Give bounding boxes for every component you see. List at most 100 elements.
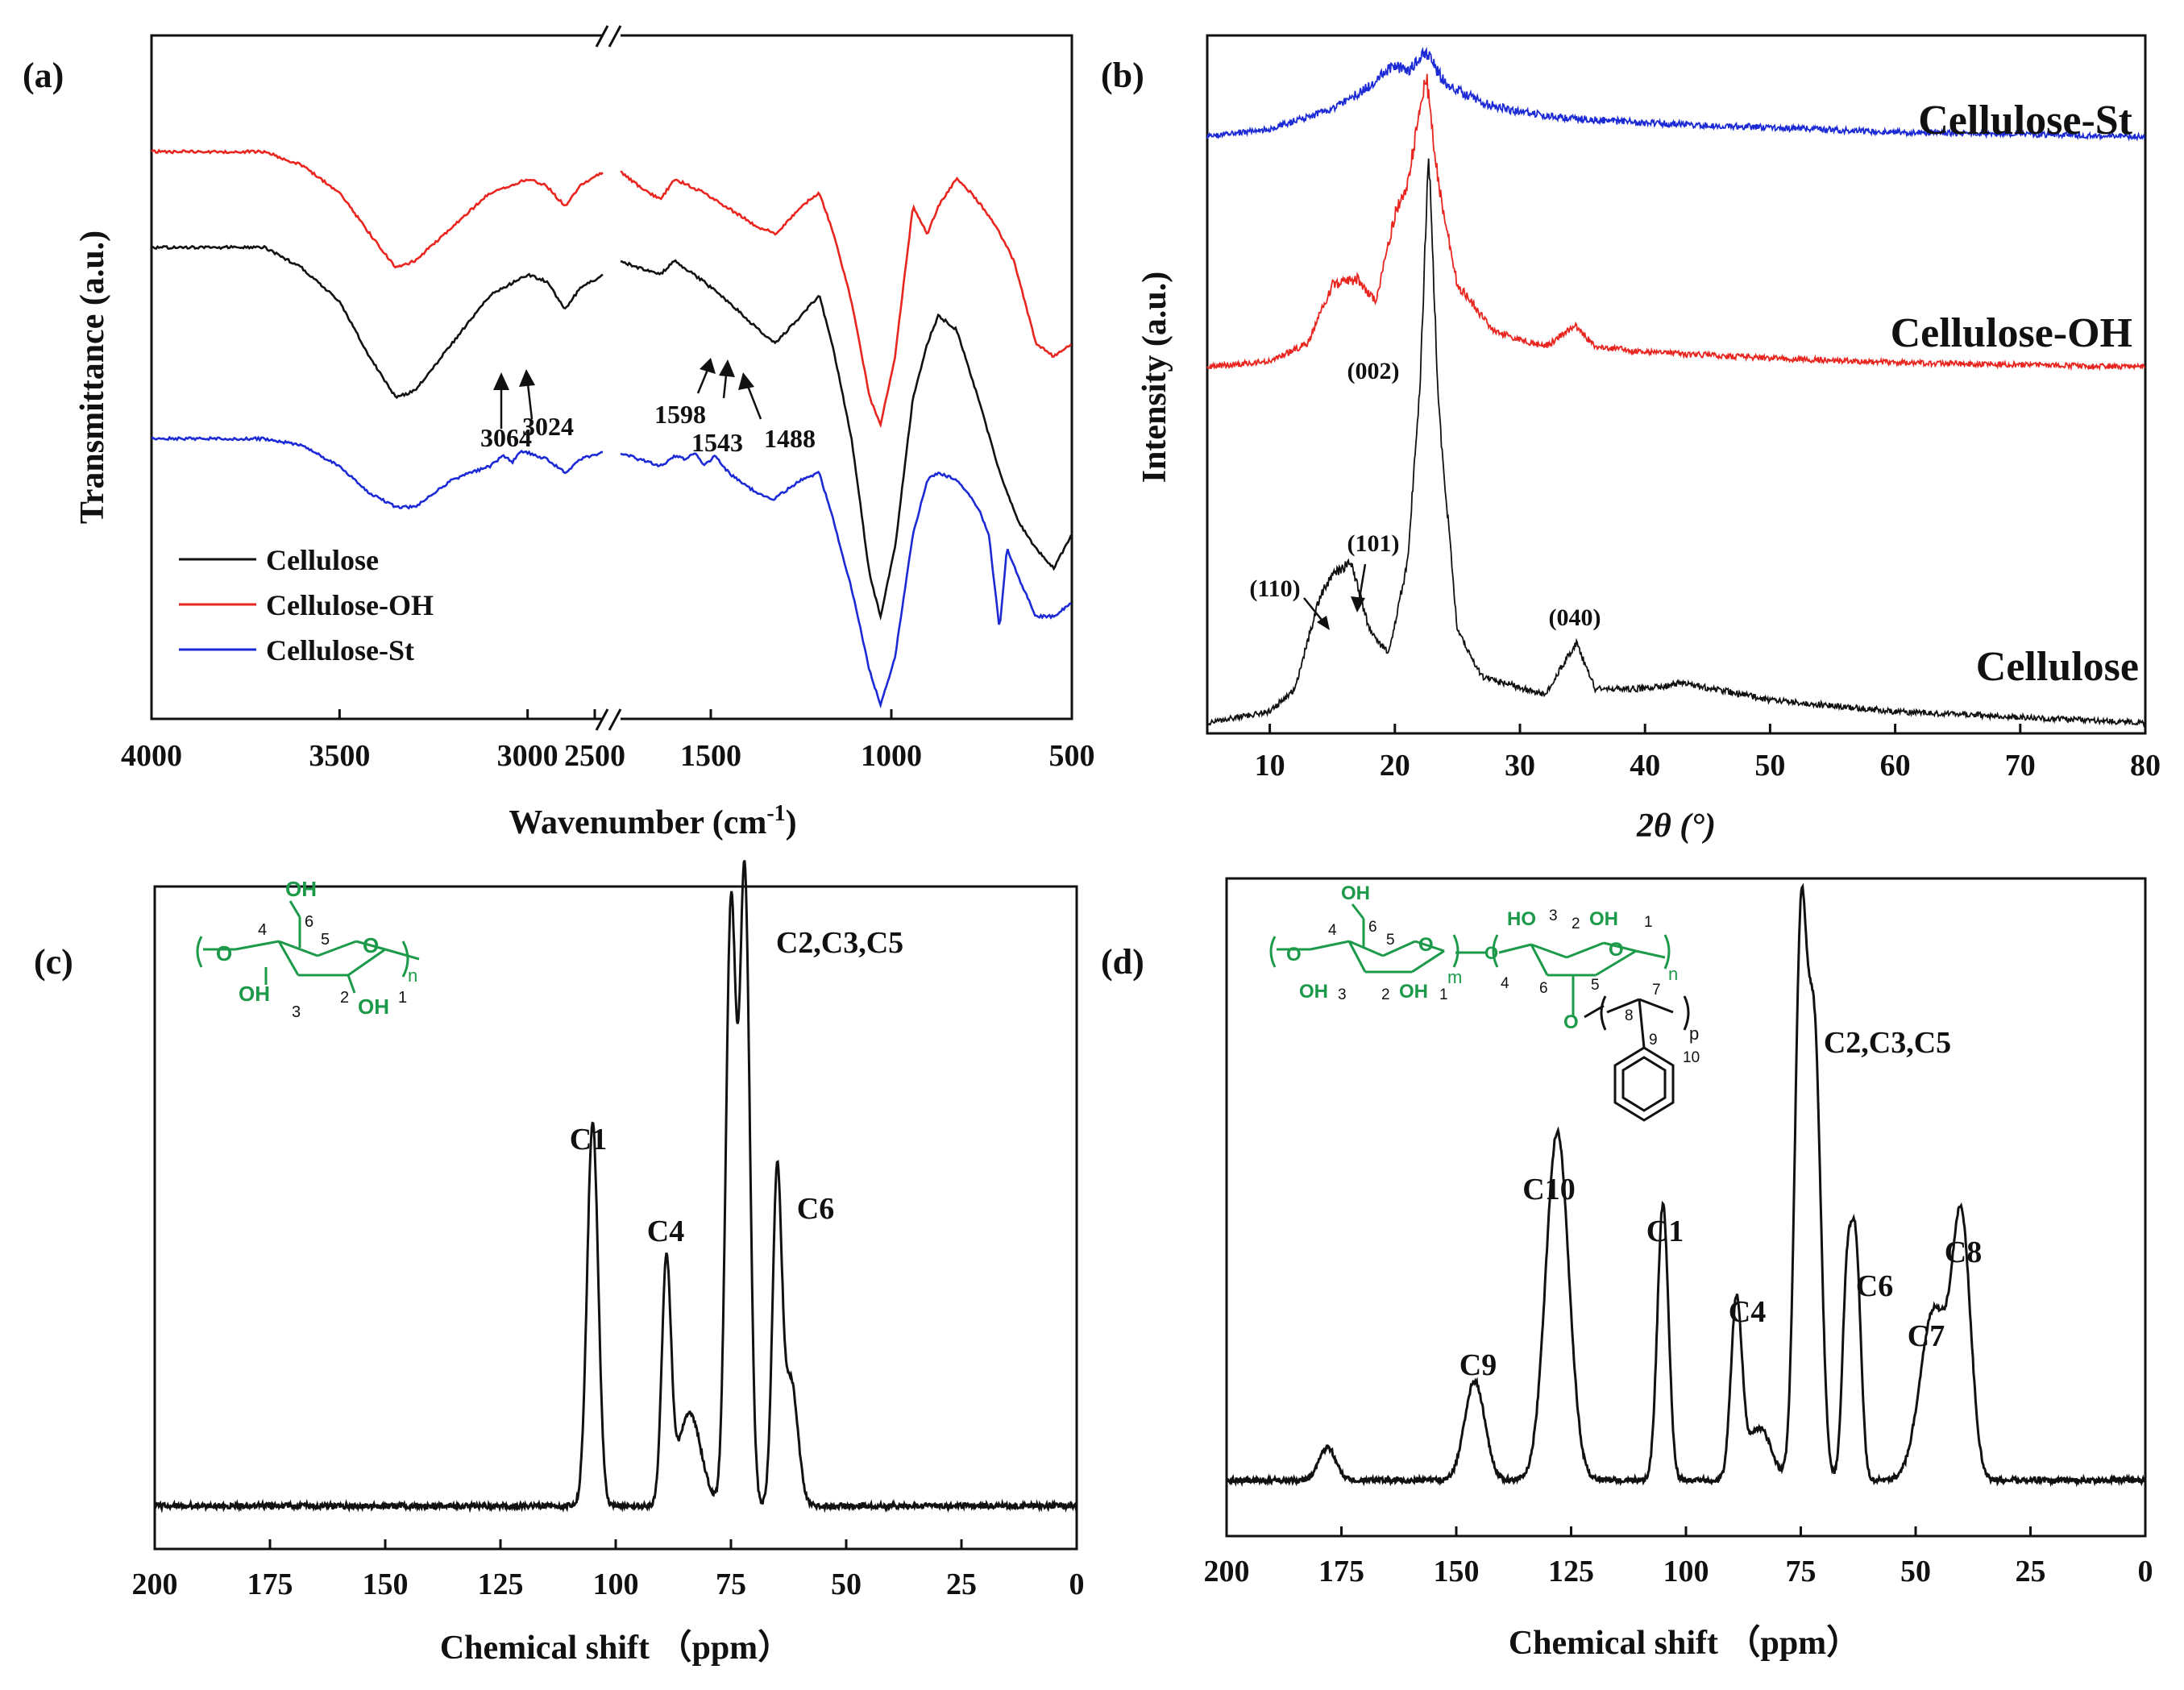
- peak-label-c10: C10: [1522, 1173, 1575, 1206]
- x-tick-label-b: 60: [1880, 749, 1911, 783]
- structure-d-o4: O: [1609, 939, 1624, 961]
- structure-oh-2: OH: [358, 994, 389, 1019]
- structure-d-num-3b: 3: [1549, 907, 1558, 924]
- structure-d-m: m: [1447, 967, 1462, 987]
- panel-label-c: (c): [34, 942, 73, 982]
- x-ticks-d: 200 175 150 125 100 75 50 25 0: [1204, 1526, 2153, 1588]
- spectra-a: [151, 148, 1073, 709]
- x-tick-label: 175: [1318, 1555, 1364, 1588]
- ftir-line-cellulose-oh-seg2: [620, 170, 1073, 429]
- structure-d-oh-2b: OH: [1589, 908, 1618, 930]
- annotation-101: (101): [1347, 530, 1400, 557]
- panel-d: (d) 200 175 150 125 100 75 50 25 0 Chemical shif…: [1101, 877, 2153, 1662]
- x-tick-label-b: 50: [1754, 749, 1785, 783]
- structure-d-oh-6: OH: [1341, 882, 1370, 904]
- peak-labels-d: C10 C9 C1 C4 C2,C3,C5 C6 C7 C8: [1459, 1026, 1982, 1382]
- polystyrene-chain: p 7 8 9 10: [1584, 982, 1700, 1122]
- x-tick-label-b: 30: [1505, 749, 1535, 783]
- structure-d-num-2a: 2: [1381, 986, 1390, 1003]
- structure-oh-3: OH: [239, 982, 270, 1006]
- peak-label-c2c3c5-d: C2,C3,C5: [1824, 1026, 1951, 1060]
- structure-atom-o2: O: [363, 933, 379, 957]
- structure-d-num-1a: 1: [1439, 986, 1448, 1003]
- panel-c: (c) 200 175 150 125 100 75 50 25 0 Chemical shif…: [34, 860, 1085, 1667]
- x-tick-label: 150: [1434, 1555, 1480, 1588]
- x-tick-label-b: 40: [1630, 749, 1660, 783]
- peak-label-c4: C4: [647, 1215, 684, 1248]
- series-label-cellulose: Cellulose: [1976, 644, 2139, 690]
- panel-label-b: (b): [1101, 56, 1144, 95]
- x-tick-label-b: 20: [1380, 749, 1410, 783]
- annotation-110: (110): [1249, 575, 1300, 602]
- structure-bracket-right: [401, 941, 409, 978]
- structure-d-o3: O: [1484, 943, 1498, 963]
- panel-label-d: (d): [1101, 942, 1144, 982]
- structure-num-5: 5: [321, 931, 330, 949]
- structure-atom-o1: O: [216, 941, 232, 965]
- cellulose-structure: O O OH OH OH n 4 5 6 3 2 1: [196, 877, 420, 1021]
- structure-d-num-4a: 4: [1328, 922, 1337, 939]
- xrd-line-cellulose: [1206, 158, 2145, 728]
- peak-label-c4-d: C4: [1729, 1295, 1766, 1329]
- nmr-line-cellulose: [153, 860, 1078, 1514]
- peak-label-c6-d: C6: [1856, 1269, 1893, 1303]
- plot-frame-c: [153, 885, 1078, 1551]
- structure-d-num-4b: 4: [1501, 975, 1509, 992]
- panel-b: (b) 10 20 30 40 50 60 70 80 2θ (°) Intensity (a…: [1101, 34, 2161, 845]
- annotation-3064: 3064: [480, 423, 532, 452]
- x-tick-label: 75: [1786, 1555, 1817, 1588]
- peak-label-c6: C6: [797, 1192, 834, 1226]
- structure-d-num-5a: 5: [1386, 932, 1395, 949]
- structure-d-o5: O: [1563, 1011, 1579, 1033]
- ftir-line-cellulose-st-seg2: [620, 452, 1072, 709]
- structure-d-num-5b: 5: [1591, 977, 1600, 994]
- x-tick-label-b: 70: [2005, 749, 2036, 783]
- x-tick-label-b: 10: [1255, 749, 1285, 783]
- annotation-arrow-101: [1357, 563, 1367, 604]
- peak-label-c2c3c5: C2,C3,C5: [776, 926, 903, 960]
- ftir-line-cellulose-seg1: [152, 244, 604, 400]
- peak-label-c9: C9: [1459, 1348, 1497, 1382]
- structure-num-6: 6: [305, 913, 313, 931]
- x-axis-label-d: Chemical shift （ppm）: [1509, 1624, 1860, 1662]
- x-tick-label-b: 80: [2130, 749, 2161, 783]
- xrd-line-cellulose-st: [1206, 46, 2145, 142]
- x-tick-label: 75: [716, 1568, 746, 1601]
- structure-d-num-9: 9: [1649, 1032, 1658, 1048]
- x-tick-label-a: 2500: [564, 739, 625, 773]
- annotations-b: (110) (101) (002) (040): [1249, 358, 1601, 631]
- panel-label-a: (a): [23, 56, 64, 95]
- x-tick-label: 150: [363, 1568, 409, 1601]
- ftir-line-cellulose-st-seg1: [151, 435, 604, 510]
- x-axis-label-c: Chemical shift （ppm）: [440, 1629, 791, 1667]
- x-tick-label-a: 3500: [309, 739, 370, 773]
- x-tick-label: 50: [1900, 1555, 1931, 1588]
- axis-break-a: [595, 24, 622, 731]
- structure-d-o2: O: [1418, 934, 1434, 956]
- structure-d-num-7: 7: [1652, 982, 1661, 999]
- legend-label-cellulose-st: Cellulose-St: [266, 634, 414, 666]
- annotation-3024: 3024: [522, 412, 574, 441]
- legend-a: Cellulose Cellulose-OH Cellulose-St: [179, 544, 434, 666]
- x-tick-label: 0: [2138, 1555, 2153, 1588]
- x-tick-label: 100: [1663, 1555, 1709, 1588]
- peak-labels-c: C1 C4 C2,C3,C5 C6: [570, 926, 903, 1248]
- plot-frame-b: [1206, 34, 2147, 735]
- structure-bracket-left: [196, 936, 203, 968]
- x-tick-label: 25: [946, 1568, 977, 1601]
- panel-a: (a) 4000 3500 3000 2500 1500 1000 500 Wavenumb…: [23, 24, 1095, 841]
- structure-d-num-1b: 1: [1644, 914, 1653, 931]
- series-label-cellulose-oh: Cellulose-OH: [1891, 310, 2132, 356]
- structure-num-2: 2: [340, 989, 349, 1007]
- annotation-1543: 1543: [691, 428, 743, 457]
- cellulose-st-structure: O O O O O OH OH OH HO OH m n 4 6 5 3 2 1…: [1269, 882, 1678, 1033]
- x-tick-label: 125: [1548, 1555, 1594, 1588]
- legend-label-cellulose-oh: Cellulose-OH: [266, 589, 434, 621]
- structure-d-ho-3: HO: [1507, 908, 1536, 930]
- x-tick-label-a: 1000: [861, 739, 922, 773]
- peak-label-c1-d: C1: [1646, 1215, 1684, 1248]
- plot-frame-d: [1225, 877, 2147, 1538]
- structure-num-3: 3: [292, 1003, 301, 1021]
- x-tick-label: 125: [478, 1568, 524, 1601]
